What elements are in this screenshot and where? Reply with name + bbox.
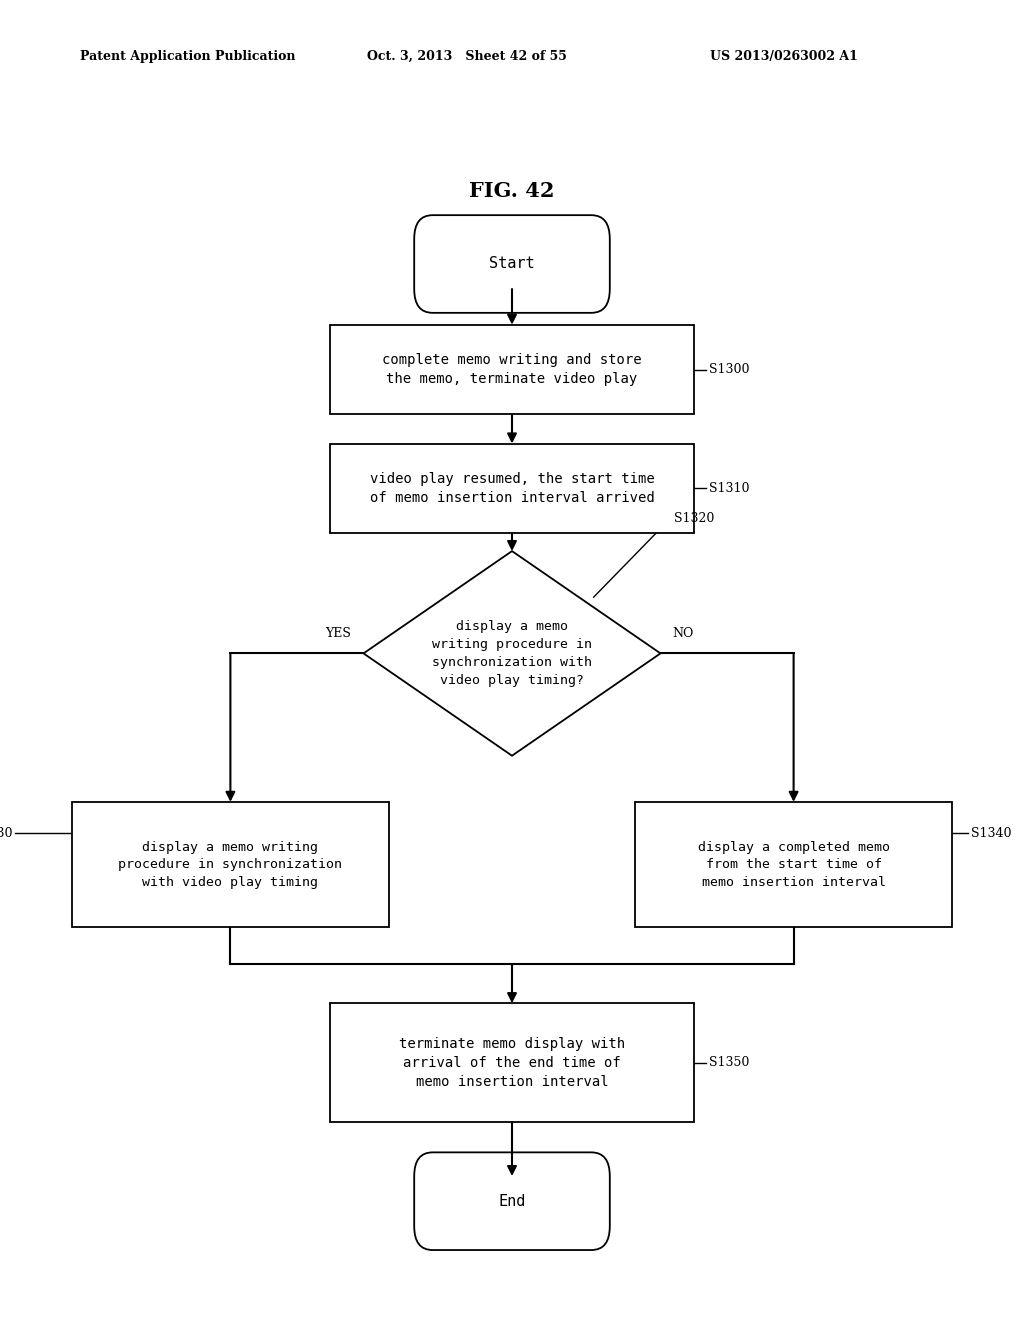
- FancyBboxPatch shape: [414, 215, 609, 313]
- Text: S1310: S1310: [709, 482, 750, 495]
- Text: display a completed memo
from the start time of
memo insertion interval: display a completed memo from the start …: [697, 841, 890, 888]
- Text: S1330: S1330: [0, 826, 12, 840]
- Bar: [330, 1003, 694, 1122]
- FancyBboxPatch shape: [414, 1152, 609, 1250]
- Text: display a memo writing
procedure in synchronization
with video play timing: display a memo writing procedure in sync…: [119, 841, 342, 888]
- Text: Oct. 3, 2013   Sheet 42 of 55: Oct. 3, 2013 Sheet 42 of 55: [367, 50, 566, 63]
- Text: NO: NO: [673, 627, 694, 640]
- Text: FIG. 42: FIG. 42: [469, 181, 555, 202]
- Text: S1320: S1320: [674, 512, 714, 524]
- Text: complete memo writing and store
the memo, terminate video play: complete memo writing and store the memo…: [382, 354, 642, 385]
- Text: YES: YES: [326, 627, 351, 640]
- Text: S1350: S1350: [709, 1056, 750, 1069]
- Text: video play resumed, the start time
of memo insertion interval arrived: video play resumed, the start time of me…: [370, 473, 654, 504]
- Text: S1300: S1300: [709, 363, 750, 376]
- Text: display a memo
writing procedure in
synchronization with
video play timing?: display a memo writing procedure in sync…: [432, 620, 592, 686]
- Bar: [72, 803, 389, 927]
- Text: Start: Start: [489, 256, 535, 272]
- Text: US 2013/0263002 A1: US 2013/0263002 A1: [710, 50, 857, 63]
- Bar: [635, 803, 952, 927]
- Polygon shape: [364, 552, 660, 755]
- Text: S1340: S1340: [971, 826, 1012, 840]
- Bar: [330, 325, 694, 414]
- Text: End: End: [499, 1193, 525, 1209]
- Text: terminate memo display with
arrival of the end time of
memo insertion interval: terminate memo display with arrival of t…: [399, 1036, 625, 1089]
- Text: Patent Application Publication: Patent Application Publication: [80, 50, 295, 63]
- Bar: [330, 444, 694, 533]
